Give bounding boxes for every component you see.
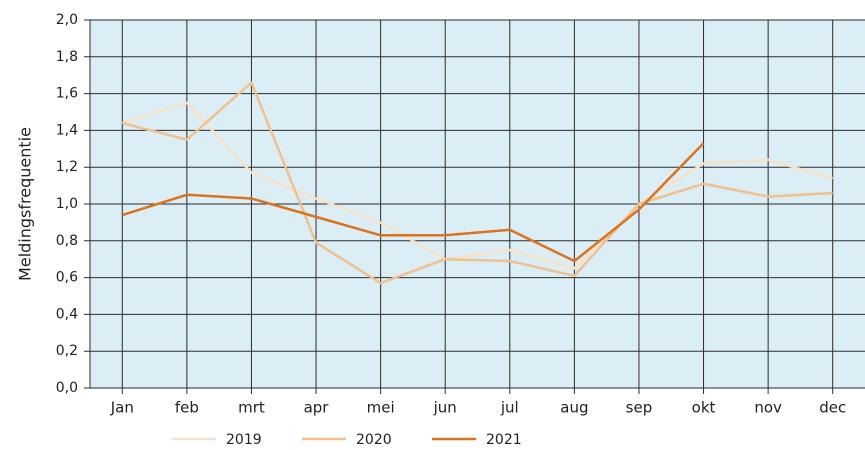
x-tick-label: jun — [433, 399, 457, 417]
y-tick-label: 0,0 — [56, 380, 78, 396]
x-tick-label: aug — [560, 399, 588, 417]
x-tick-label: apr — [304, 399, 330, 417]
y-tick-label: 1,8 — [56, 49, 78, 65]
series-line — [121, 81, 833, 285]
y-tick-label: 1,2 — [56, 159, 78, 175]
legend-label: 2020 — [356, 432, 392, 448]
x-tick-label: mei — [367, 399, 395, 417]
x-tick-label: mrt — [238, 399, 265, 417]
x-tick-label: sep — [626, 399, 653, 417]
y-tick-label: 2,0 — [56, 12, 78, 28]
x-tick-label: feb — [175, 399, 199, 417]
y-tick-label: 1,4 — [56, 122, 78, 138]
y-tick-label: 1,0 — [56, 196, 78, 212]
legend-label: 2021 — [486, 432, 522, 448]
y-tick-label: 0,8 — [56, 233, 78, 249]
y-axis-label: Meldingsfrequentie — [16, 127, 35, 281]
y-tick-label: 1,6 — [56, 86, 78, 102]
x-tick-label: okt — [692, 399, 716, 417]
x-tick-label: dec — [819, 399, 846, 417]
y-tick-label: 0,2 — [56, 343, 78, 359]
y-tick-label: 0,4 — [56, 306, 78, 322]
x-tick-label: Jan — [110, 399, 134, 417]
x-tick-label: nov — [754, 399, 782, 417]
series-line — [121, 142, 705, 263]
y-tick-label: 0,6 — [56, 270, 78, 286]
x-tick-label: jul — [500, 399, 519, 417]
legend-label: 2019 — [226, 432, 262, 448]
series-line — [121, 101, 834, 270]
